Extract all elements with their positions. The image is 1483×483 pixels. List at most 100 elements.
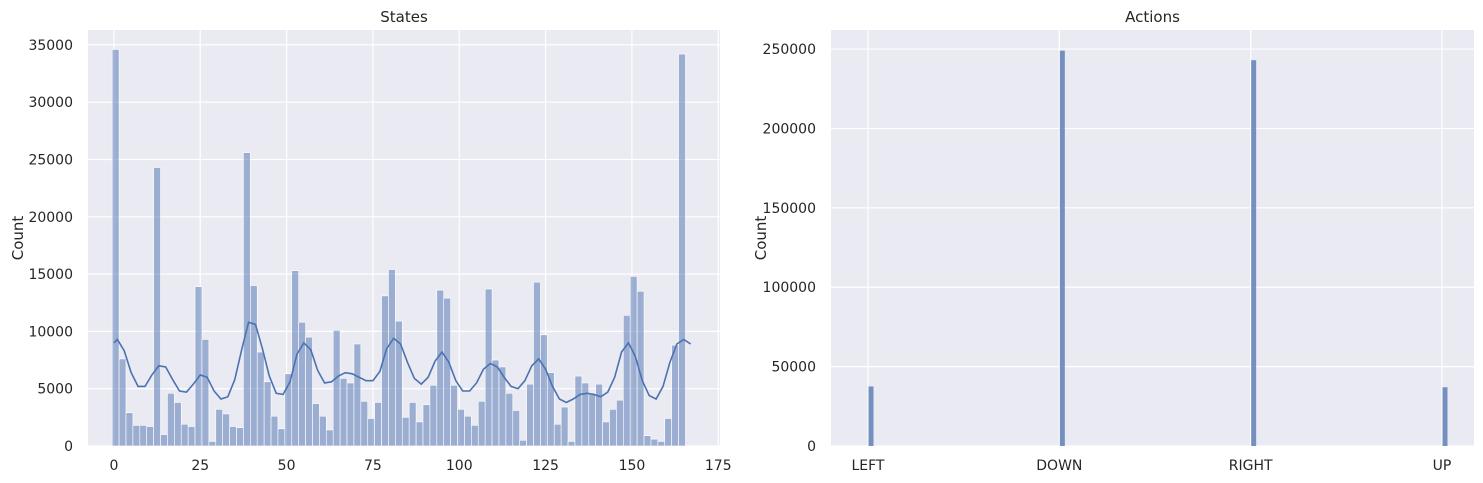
states-bar (319, 415, 327, 447)
actions-x-tick-label: RIGHT (1229, 458, 1273, 474)
states-bar (457, 409, 465, 447)
states-y-tick-label: 20000 (28, 210, 73, 226)
actions-x-tick-label: UP (1433, 458, 1452, 474)
states-bar (374, 402, 382, 447)
states-bar (422, 404, 431, 447)
actions-y-tick-label: 0 (807, 439, 816, 455)
actions-x-tick-label: LEFT (851, 458, 884, 474)
states-bar (118, 358, 127, 447)
states-bar (588, 394, 596, 447)
states-kde-line (113, 321, 692, 404)
actions-ylabel: Count (752, 216, 770, 261)
states-bar (415, 421, 424, 447)
states-x-tick-label: 175 (705, 458, 732, 474)
states-bar (581, 382, 590, 447)
states-bar (167, 392, 175, 447)
states-bar (208, 441, 217, 447)
states-bar (464, 415, 472, 447)
states-bar (339, 378, 348, 447)
states-bar (263, 381, 272, 447)
states-y-tick-label: 10000 (28, 324, 73, 340)
states-bar (436, 289, 445, 447)
states-bar (526, 383, 534, 447)
states-bar (574, 375, 583, 447)
states-title: States (380, 8, 428, 26)
states-bar (519, 439, 527, 447)
states-bar (160, 434, 168, 447)
actions-bar-down (1059, 50, 1065, 446)
states-bar (125, 412, 134, 447)
states-bar (187, 426, 196, 447)
states-bar (505, 392, 514, 447)
states-x-tick-label: 150 (619, 458, 646, 474)
states-bar (636, 290, 645, 447)
actions-x-tick-label: DOWN (1036, 458, 1082, 474)
states-bar (477, 401, 486, 447)
states-bar (450, 384, 458, 447)
states-bar (367, 418, 375, 447)
states-bar (595, 383, 603, 447)
actions-panel: LEFT DOWN RIGHT UP 0 50000 100000 150000 200000… (752, 8, 1474, 474)
states-bar (471, 425, 479, 447)
actions-y-ticks: 0 50000 100000 150000 200000 250000 (763, 42, 816, 455)
states-bar (298, 321, 306, 447)
states-bar (512, 410, 520, 447)
states-bar (277, 428, 286, 447)
states-ylabel: Count (9, 216, 27, 261)
actions-plot-area (831, 30, 1474, 446)
states-bar (671, 344, 679, 447)
states-bar (312, 403, 320, 447)
states-bar (560, 406, 569, 447)
states-x-tick-label: 75 (364, 458, 382, 474)
states-panel: 0 25 50 75 100 125 150 175 0 5000 10000 15000 20000… (9, 8, 732, 474)
actions-bar-up (1442, 387, 1448, 446)
states-y-tick-label: 35000 (28, 38, 73, 54)
states-bar (616, 399, 624, 447)
actions-y-tick-label: 200000 (763, 121, 816, 137)
states-bar (353, 343, 362, 447)
states-bar (256, 351, 265, 447)
actions-title: Actions (1125, 8, 1180, 26)
states-bar (623, 315, 631, 447)
actions-x-ticks: LEFT DOWN RIGHT UP (851, 458, 1451, 474)
states-bar (401, 417, 410, 447)
actions-grid (831, 30, 1474, 447)
states-bar (395, 320, 403, 447)
states-bar (408, 402, 417, 447)
states-bar (388, 269, 396, 447)
states-bar (346, 382, 355, 447)
states-bar (443, 297, 451, 447)
states-bar (553, 423, 562, 447)
actions-y-tick-label: 150000 (763, 201, 816, 217)
states-bar (250, 285, 258, 447)
states-bar (325, 429, 334, 447)
states-bar (650, 438, 659, 447)
states-bar (111, 49, 120, 447)
states-bar (332, 329, 341, 447)
states-bar (429, 384, 438, 447)
states-bar (540, 334, 548, 447)
actions-bar-left (868, 386, 874, 446)
states-bar (567, 441, 576, 447)
states-x-tick-label: 50 (278, 458, 296, 474)
states-bar (174, 402, 182, 447)
states-y-tick-label: 25000 (28, 152, 73, 168)
states-bar (360, 401, 369, 447)
actions-y-tick-label: 100000 (763, 280, 816, 296)
states-bar (643, 435, 652, 447)
states-x-tick-label: 25 (191, 458, 209, 474)
states-bar (305, 336, 313, 447)
states-bar (657, 441, 666, 447)
states-bar (215, 409, 223, 447)
states-x-tick-label: 100 (446, 458, 473, 474)
states-bar (609, 409, 617, 447)
states-x-ticks: 0 25 50 75 100 125 150 175 (109, 458, 731, 474)
states-bar (381, 295, 389, 447)
states-bar (229, 426, 237, 447)
states-bar (139, 425, 148, 447)
states-bar (222, 413, 230, 447)
states-bar (602, 421, 610, 447)
states-y-tick-label: 5000 (37, 382, 73, 398)
states-bar (270, 415, 279, 447)
